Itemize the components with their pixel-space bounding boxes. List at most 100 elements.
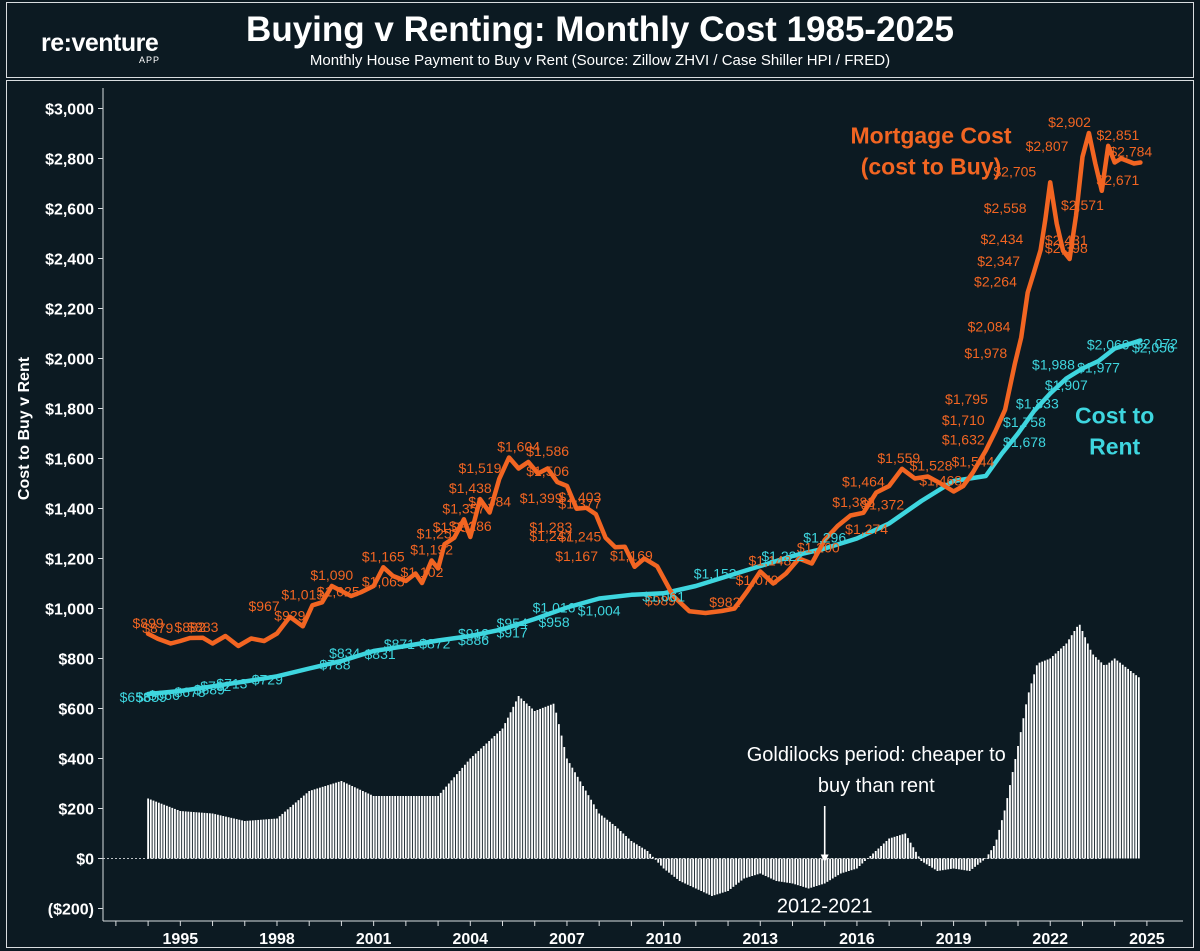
difference-bar bbox=[386, 796, 388, 859]
buy-data-label: $1,506 bbox=[526, 463, 569, 479]
difference-bar bbox=[426, 796, 429, 859]
rent-data-label: $1,061 bbox=[642, 588, 685, 604]
difference-bar bbox=[531, 708, 533, 859]
difference-bar bbox=[1060, 648, 1062, 859]
difference-bar bbox=[617, 828, 619, 859]
difference-bar bbox=[439, 792, 442, 859]
buy-data-label: $989 bbox=[645, 592, 676, 608]
rent-data-label: $2,072 bbox=[1135, 336, 1178, 352]
difference-bar bbox=[740, 858, 743, 881]
buy-data-label: $1,795 bbox=[945, 391, 988, 407]
y-tick-label: $1,200 bbox=[45, 552, 94, 569]
difference-bar bbox=[646, 851, 649, 859]
difference-bar bbox=[523, 701, 525, 859]
difference-bar bbox=[1108, 662, 1111, 859]
difference-bar bbox=[238, 819, 241, 859]
difference-bar bbox=[780, 858, 783, 882]
y-tick-label: $1,800 bbox=[45, 402, 94, 419]
difference-bar bbox=[907, 838, 909, 859]
difference-bar bbox=[340, 781, 343, 859]
rent-data-label: $954 bbox=[497, 615, 528, 631]
buy-data-label: $1,090 bbox=[310, 567, 353, 583]
difference-bar bbox=[1121, 664, 1124, 859]
difference-bar bbox=[1062, 646, 1065, 859]
buy-data-label: $2,902 bbox=[1048, 114, 1091, 130]
difference-bar bbox=[992, 846, 995, 859]
difference-bar bbox=[923, 858, 925, 863]
difference-bar bbox=[745, 858, 748, 878]
difference-bar bbox=[174, 808, 176, 859]
difference-bar bbox=[549, 704, 552, 859]
difference-bar bbox=[262, 819, 265, 859]
buy-data-label: $1,357 bbox=[442, 500, 485, 516]
difference-bar bbox=[1003, 810, 1006, 859]
difference-bar bbox=[1103, 664, 1105, 859]
difference-bar bbox=[611, 823, 614, 859]
difference-bar bbox=[576, 776, 579, 859]
difference-bar bbox=[856, 858, 858, 869]
difference-bar bbox=[324, 786, 327, 859]
difference-bar bbox=[772, 858, 775, 880]
y-tick-label: $2,200 bbox=[45, 302, 94, 319]
difference-bar bbox=[1041, 661, 1044, 859]
difference-bar bbox=[842, 858, 845, 873]
rent-data-label: $666 bbox=[149, 687, 180, 703]
difference-bar bbox=[882, 843, 885, 859]
difference-bar bbox=[974, 858, 976, 867]
difference-bar bbox=[998, 829, 1001, 859]
difference-bar bbox=[211, 813, 214, 859]
chart-svg: ($200) $0 $200 $400 $600 $800 $1,000 $1,200 $1,4… bbox=[16, 88, 1183, 947]
difference-bar bbox=[579, 781, 582, 859]
rent-data-label: $788 bbox=[319, 657, 350, 673]
difference-bar bbox=[829, 858, 831, 881]
rent-data-label: $1,977 bbox=[1077, 359, 1120, 375]
difference-bar bbox=[1137, 677, 1140, 859]
rent-data-labels: $658$659$666$678$689$702$713 $729 $788$834… bbox=[120, 336, 1179, 706]
difference-bar bbox=[1113, 658, 1116, 859]
difference-bar bbox=[670, 858, 673, 875]
difference-bar bbox=[673, 858, 676, 877]
x-tick-label: 2013 bbox=[742, 931, 778, 947]
difference-bar bbox=[858, 858, 861, 866]
difference-bar bbox=[582, 786, 584, 859]
difference-bar bbox=[968, 858, 971, 871]
difference-bar bbox=[651, 856, 654, 859]
difference-bar bbox=[813, 858, 815, 887]
difference-bar bbox=[711, 858, 713, 896]
buy-data-label: $1,403 bbox=[558, 489, 601, 505]
x-tick-label: 1998 bbox=[259, 931, 295, 947]
difference-bar bbox=[920, 858, 923, 861]
difference-bar bbox=[1132, 673, 1135, 859]
rent-data-label: $689 bbox=[194, 681, 225, 697]
difference-bar bbox=[915, 851, 917, 859]
difference-bar bbox=[375, 796, 378, 859]
difference-bar bbox=[345, 783, 348, 859]
difference-bar bbox=[893, 836, 896, 859]
buy-data-label: $1,257 bbox=[417, 525, 460, 541]
difference-bar bbox=[525, 703, 528, 859]
difference-bar bbox=[308, 791, 311, 859]
difference-bar bbox=[944, 858, 947, 870]
difference-bar bbox=[571, 767, 574, 859]
difference-bar bbox=[155, 801, 158, 859]
difference-bar bbox=[976, 858, 979, 865]
difference-bar bbox=[799, 858, 802, 886]
difference-bar bbox=[536, 709, 539, 859]
difference-bar bbox=[676, 858, 678, 879]
difference-bar bbox=[380, 796, 383, 859]
buy-data-label: $1,978 bbox=[964, 345, 1007, 361]
difference-bar bbox=[971, 858, 974, 869]
rent-data-label: $1,016 bbox=[533, 600, 576, 616]
difference-bar bbox=[297, 800, 300, 859]
rent-data-label: $2,069 bbox=[1087, 336, 1130, 352]
difference-bar bbox=[563, 747, 566, 859]
difference-bar bbox=[289, 807, 292, 859]
difference-bar bbox=[786, 858, 789, 883]
difference-bar bbox=[227, 817, 230, 859]
rent-data-label: $1,988 bbox=[1032, 357, 1075, 373]
rent-data-label: $917 bbox=[497, 624, 528, 640]
difference-bar bbox=[370, 794, 372, 859]
y-tick-label: $800 bbox=[58, 652, 94, 669]
difference-bar bbox=[630, 841, 633, 859]
difference-bar bbox=[378, 796, 380, 859]
